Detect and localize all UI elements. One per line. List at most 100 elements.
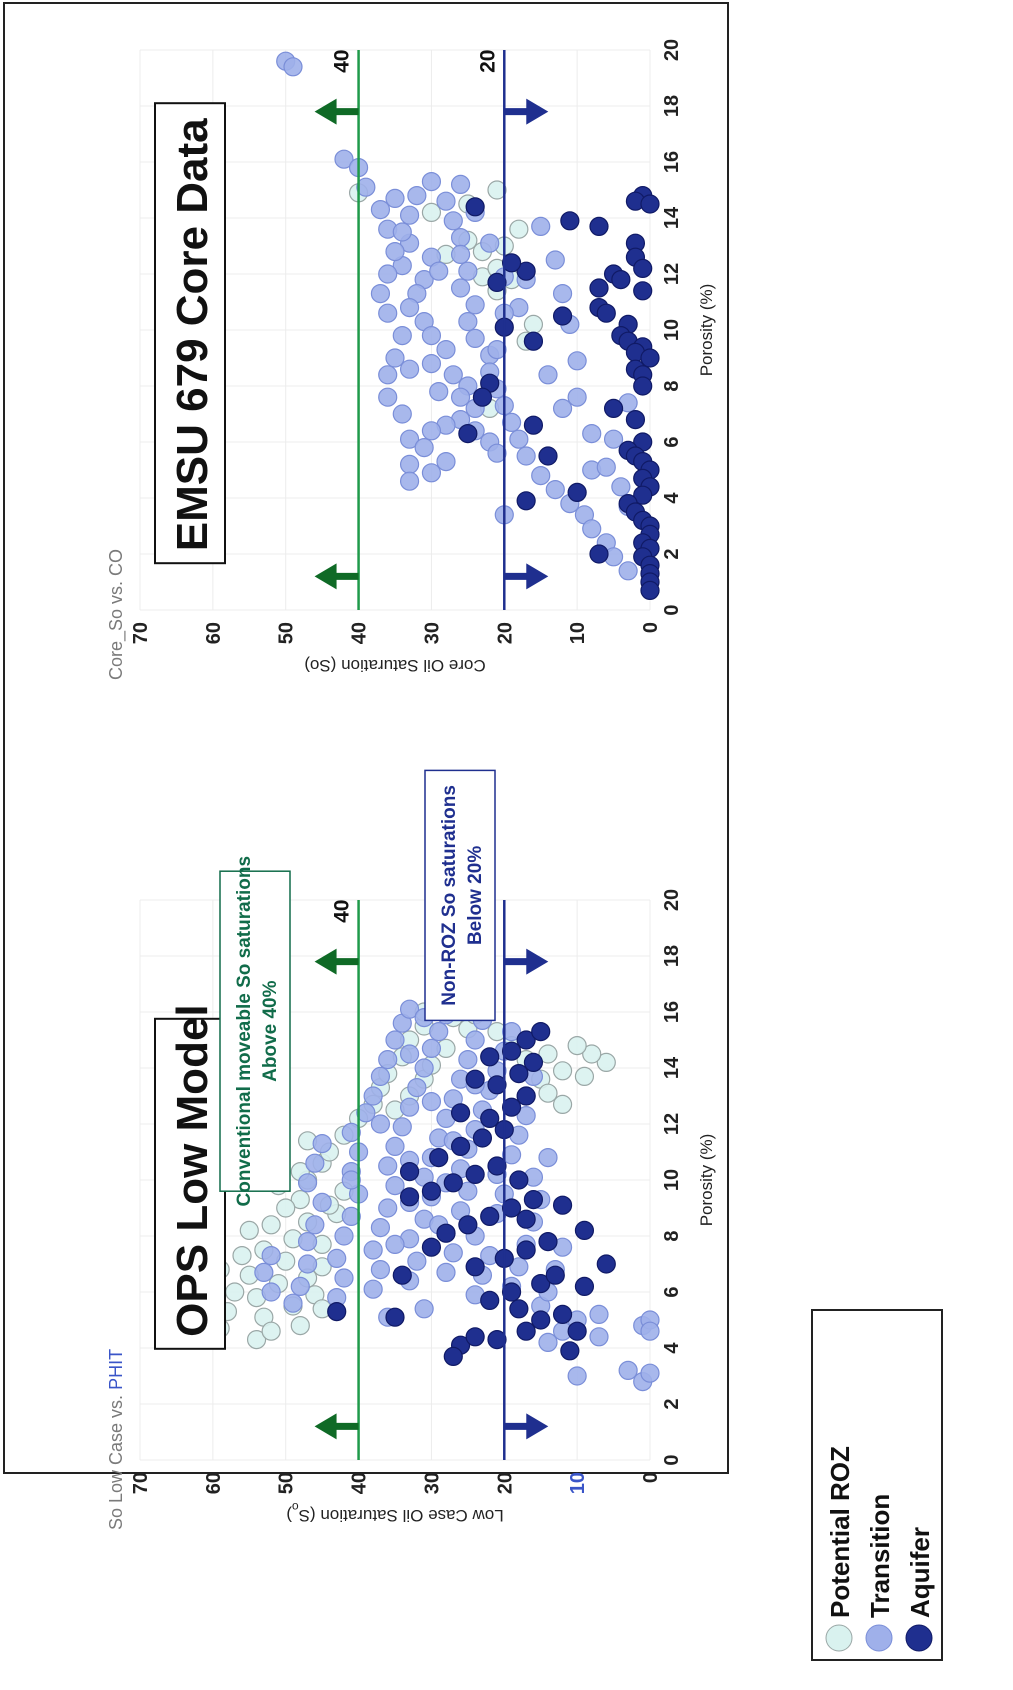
- threshold-arrow-head: [526, 948, 549, 975]
- data-point-transition: [356, 177, 376, 197]
- tab-label-prefix: Core_So vs. CO: [106, 549, 127, 680]
- data-point-transition: [443, 1243, 463, 1263]
- x-tick-label: 18: [661, 95, 683, 117]
- data-point-aquifer: [487, 1156, 507, 1176]
- data-point-aquifer: [552, 306, 573, 326]
- data-point-transition: [334, 1268, 354, 1288]
- y-axis-label: Low Case Oil Saturation (So): [286, 1500, 503, 1525]
- data-point-transition: [341, 1206, 361, 1226]
- x-tick-label: 14: [661, 1056, 683, 1079]
- data-point-aquifer: [516, 261, 536, 281]
- figure-frame: [3, 2, 729, 1474]
- data-point-transition: [392, 222, 412, 242]
- x-tick-label: 2: [661, 1398, 683, 1409]
- data-point-transition: [414, 438, 434, 458]
- data-point-transition: [385, 1136, 405, 1156]
- data-point-potential-roz: [261, 1215, 281, 1235]
- y-tick-label: 70: [130, 622, 152, 644]
- x-tick-label: 10: [661, 319, 683, 341]
- data-point-transition: [436, 1262, 456, 1282]
- data-point-transition: [443, 211, 463, 231]
- data-point-transition: [399, 298, 420, 318]
- data-point-transition: [487, 443, 507, 463]
- chart-title: OPS Low Model: [168, 1004, 217, 1336]
- data-point-transition: [392, 326, 412, 346]
- data-point-transition: [399, 1097, 420, 1117]
- data-point-transition: [385, 1176, 405, 1196]
- data-point-transition: [450, 228, 471, 248]
- data-point-potential-roz: [239, 1220, 259, 1240]
- data-point-transition: [603, 429, 624, 449]
- data-point-aquifer: [516, 491, 536, 511]
- data-point-aquifer: [472, 387, 493, 407]
- data-point-transition: [392, 404, 412, 424]
- x-tick-label: 18: [661, 945, 683, 967]
- y-tick-label: 50: [276, 1472, 298, 1494]
- data-point-transition: [327, 1248, 347, 1268]
- data-point-transition: [254, 1262, 274, 1282]
- data-point-transition: [421, 1038, 442, 1058]
- data-point-aquifer: [399, 1162, 420, 1182]
- data-point-potential-roz: [232, 1246, 252, 1266]
- data-point-transition: [582, 424, 602, 444]
- data-point-aquifer: [501, 1282, 522, 1302]
- y-tick-label: 10: [567, 622, 589, 644]
- x-tick-label: 16: [661, 1001, 683, 1023]
- data-point-aquifer: [567, 482, 587, 502]
- data-point-transition: [545, 480, 565, 500]
- data-point-aquifer: [516, 1086, 536, 1106]
- threshold-label-40: 40: [331, 900, 354, 923]
- data-point-aquifer: [501, 1097, 522, 1117]
- data-point-potential-roz: [487, 180, 507, 200]
- data-point-transition: [414, 1058, 434, 1078]
- y-tick-label: 60: [203, 622, 225, 644]
- data-point-aquifer: [501, 1041, 522, 1061]
- data-point-transition: [312, 1134, 332, 1154]
- tab-label-suffix: PHIT: [106, 1349, 126, 1395]
- data-point-aquifer: [640, 348, 660, 368]
- data-point-transition: [261, 1282, 281, 1302]
- threshold-arrow-head: [314, 563, 337, 590]
- data-point-aquifer: [545, 1265, 565, 1285]
- data-point-aquifer: [633, 281, 653, 301]
- data-point-aquifer: [465, 197, 485, 217]
- data-point-transition: [363, 1279, 383, 1299]
- data-point-potential-roz: [523, 314, 544, 334]
- threshold-label-20: 20: [476, 50, 499, 73]
- data-point-aquifer: [458, 1215, 478, 1235]
- data-point-potential-roz: [574, 1066, 595, 1086]
- callout-blue-line1: Non-ROZ So saturations: [439, 785, 460, 1006]
- y-axis-label-text: Core Oil Saturation (So): [304, 656, 485, 675]
- chart-ops-low-model: So Low Case vs. PHIT 0 2 4 6 8 10 12 14 16 18 20 0 10…: [106, 769, 716, 1530]
- y-axis-label-subscript: o: [292, 1500, 299, 1514]
- x-tick-label: 8: [661, 1230, 683, 1241]
- data-point-transition: [341, 1170, 361, 1190]
- data-point-potential-roz: [596, 1052, 616, 1072]
- data-point-transition: [429, 1022, 449, 1042]
- data-point-transition: [509, 429, 529, 449]
- data-point-transition: [370, 1114, 391, 1134]
- data-point-transition: [465, 295, 485, 315]
- data-point-transition: [516, 446, 536, 466]
- data-point-transition: [611, 477, 631, 497]
- y-tick-label: 30: [421, 1472, 443, 1494]
- data-point-aquifer: [465, 1069, 485, 1089]
- data-point-aquifer: [385, 1307, 405, 1327]
- data-point-aquifer: [472, 1128, 493, 1148]
- data-point-transition: [334, 1226, 354, 1246]
- data-point-aquifer: [443, 1173, 463, 1193]
- data-point-potential-roz: [421, 202, 442, 222]
- chart-emsu-679-core-data: Core_So vs. CO 0 2 4 6 8 10 12 14 16 18 20 0 10 20 30 40…: [106, 39, 716, 680]
- x-tick-label: 0: [661, 1454, 683, 1465]
- data-point-transition: [297, 1173, 318, 1193]
- data-point-potential-roz: [290, 1316, 310, 1336]
- x-axis-label: Porosity (%): [697, 284, 716, 377]
- data-point-aquifer: [531, 1274, 551, 1294]
- data-point-transition: [450, 278, 471, 298]
- data-point-transition: [399, 471, 420, 491]
- data-point-transition: [618, 1360, 638, 1380]
- data-point-transition: [305, 1215, 325, 1235]
- data-point-transition: [429, 261, 449, 281]
- data-point-transition: [509, 1257, 529, 1277]
- data-point-transition: [501, 412, 522, 432]
